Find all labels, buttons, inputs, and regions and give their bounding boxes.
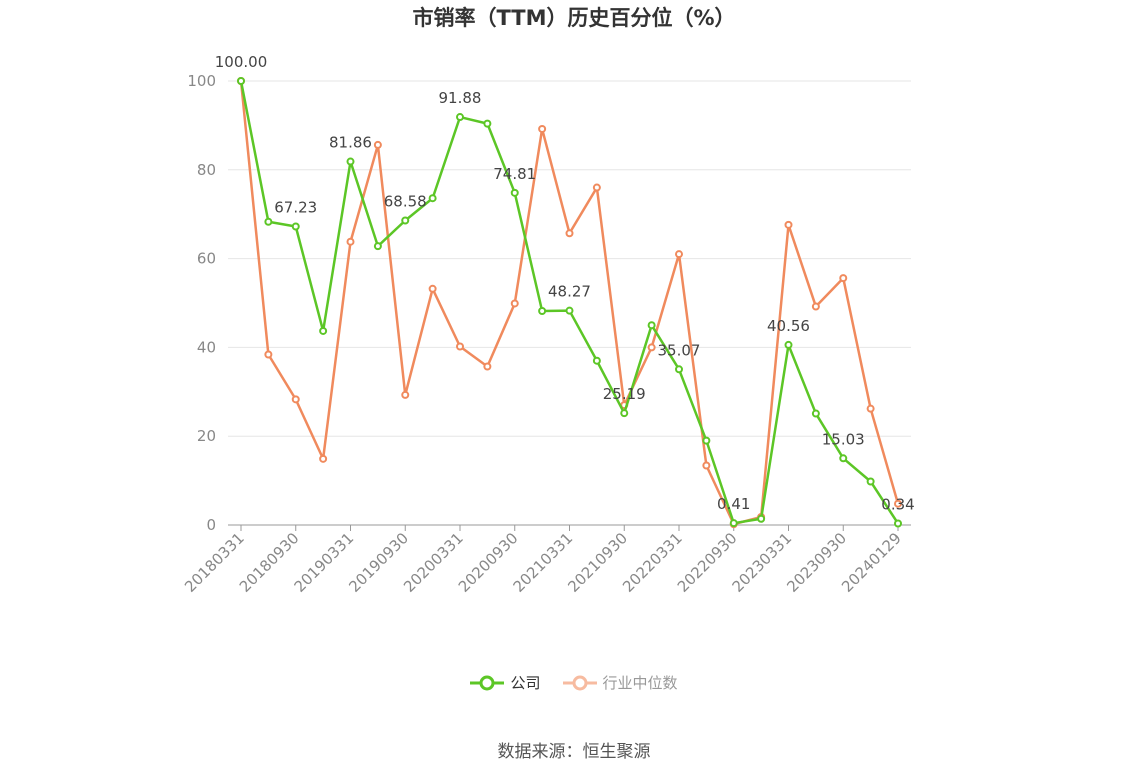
data-point[interactable]: [346, 237, 355, 246]
legend-industry-marker-icon: [562, 675, 597, 690]
data-point[interactable]: [291, 395, 300, 404]
data-label: 15.03: [822, 430, 865, 448]
data-point[interactable]: [839, 274, 848, 283]
data-point[interactable]: [702, 461, 711, 470]
data-label: 0.41: [717, 495, 750, 513]
data-point[interactable]: [565, 306, 574, 315]
data-point[interactable]: [839, 454, 848, 463]
data-point[interactable]: [866, 477, 875, 486]
data-point[interactable]: [483, 119, 492, 128]
data-point[interactable]: [237, 77, 245, 85]
data-point[interactable]: [784, 340, 793, 349]
data-label: 91.88: [439, 89, 482, 107]
legend-item-industry-median[interactable]: 行业中位数: [562, 672, 678, 693]
data-point[interactable]: [565, 229, 574, 238]
data-point[interactable]: [373, 242, 382, 251]
data-point[interactable]: [483, 362, 492, 371]
data-point[interactable]: [647, 321, 656, 330]
y-tick-label: 40: [197, 338, 216, 356]
data-labels: 100.00 67.23 81.86 68.58 91.88 74.81 48.27 25.1…: [215, 53, 915, 513]
data-point[interactable]: [264, 350, 273, 359]
data-point[interactable]: [264, 217, 273, 226]
chart-title: 市销率（TTM）历史百分位（%）: [412, 6, 736, 30]
data-point[interactable]: [784, 220, 793, 229]
data-point[interactable]: [373, 140, 382, 149]
y-tick-label: 20: [197, 427, 216, 445]
data-label: 48.27: [548, 283, 591, 301]
data-point[interactable]: [592, 356, 601, 365]
data-label: 35.07: [658, 341, 701, 359]
data-point[interactable]: [401, 390, 410, 399]
data-label: 40.56: [767, 317, 810, 335]
data-label: 74.81: [493, 165, 536, 183]
data-point[interactable]: [456, 342, 464, 351]
data-point[interactable]: [346, 157, 355, 166]
data-point[interactable]: [894, 499, 902, 508]
y-tick-label: 100: [187, 72, 216, 90]
data-point[interactable]: [319, 326, 328, 335]
legend-item-company[interactable]: 公司: [470, 672, 541, 693]
legend-company-label: 公司: [510, 674, 541, 692]
data-point[interactable]: [592, 183, 601, 192]
data-point[interactable]: [866, 404, 875, 413]
data-point[interactable]: [729, 519, 738, 528]
legend-industry-label: 行业中位数: [602, 674, 678, 692]
grid: [228, 80, 911, 437]
data-point[interactable]: [811, 409, 820, 418]
data-point[interactable]: [319, 454, 328, 463]
legend: 公司 行业中位数: [0, 672, 1148, 693]
data-label: 25.19: [603, 385, 646, 403]
data-label: 81.86: [329, 134, 372, 152]
x-tick-label: 20240129: [838, 529, 905, 596]
data-point[interactable]: [620, 409, 629, 418]
data-label: 100.00: [215, 53, 268, 71]
data-point[interactable]: [510, 188, 519, 197]
data-point[interactable]: [538, 306, 547, 315]
data-point[interactable]: [675, 365, 683, 374]
data-point[interactable]: [428, 284, 437, 293]
series-lines: [237, 77, 902, 529]
data-point[interactable]: [702, 436, 711, 445]
y-tick-label: 0: [206, 516, 216, 534]
data-point[interactable]: [757, 514, 766, 523]
data-source-note: 数据来源：恒生聚源: [497, 742, 651, 762]
data-label: 0.34: [881, 495, 914, 513]
data-label: 68.58: [384, 193, 427, 211]
data-point[interactable]: [894, 519, 902, 528]
data-point[interactable]: [456, 113, 464, 122]
data-point[interactable]: [647, 343, 656, 352]
legend-company-marker-icon: [470, 675, 505, 690]
data-point[interactable]: [291, 222, 300, 231]
data-point[interactable]: [510, 299, 519, 308]
data-point[interactable]: [401, 216, 410, 225]
y-tick-label: 60: [197, 250, 216, 268]
data-point[interactable]: [811, 302, 820, 311]
y-tick-label: 80: [197, 161, 216, 179]
data-label: 67.23: [274, 198, 317, 216]
data-point[interactable]: [538, 124, 547, 133]
data-point[interactable]: [428, 194, 437, 203]
data-point[interactable]: [675, 250, 683, 259]
